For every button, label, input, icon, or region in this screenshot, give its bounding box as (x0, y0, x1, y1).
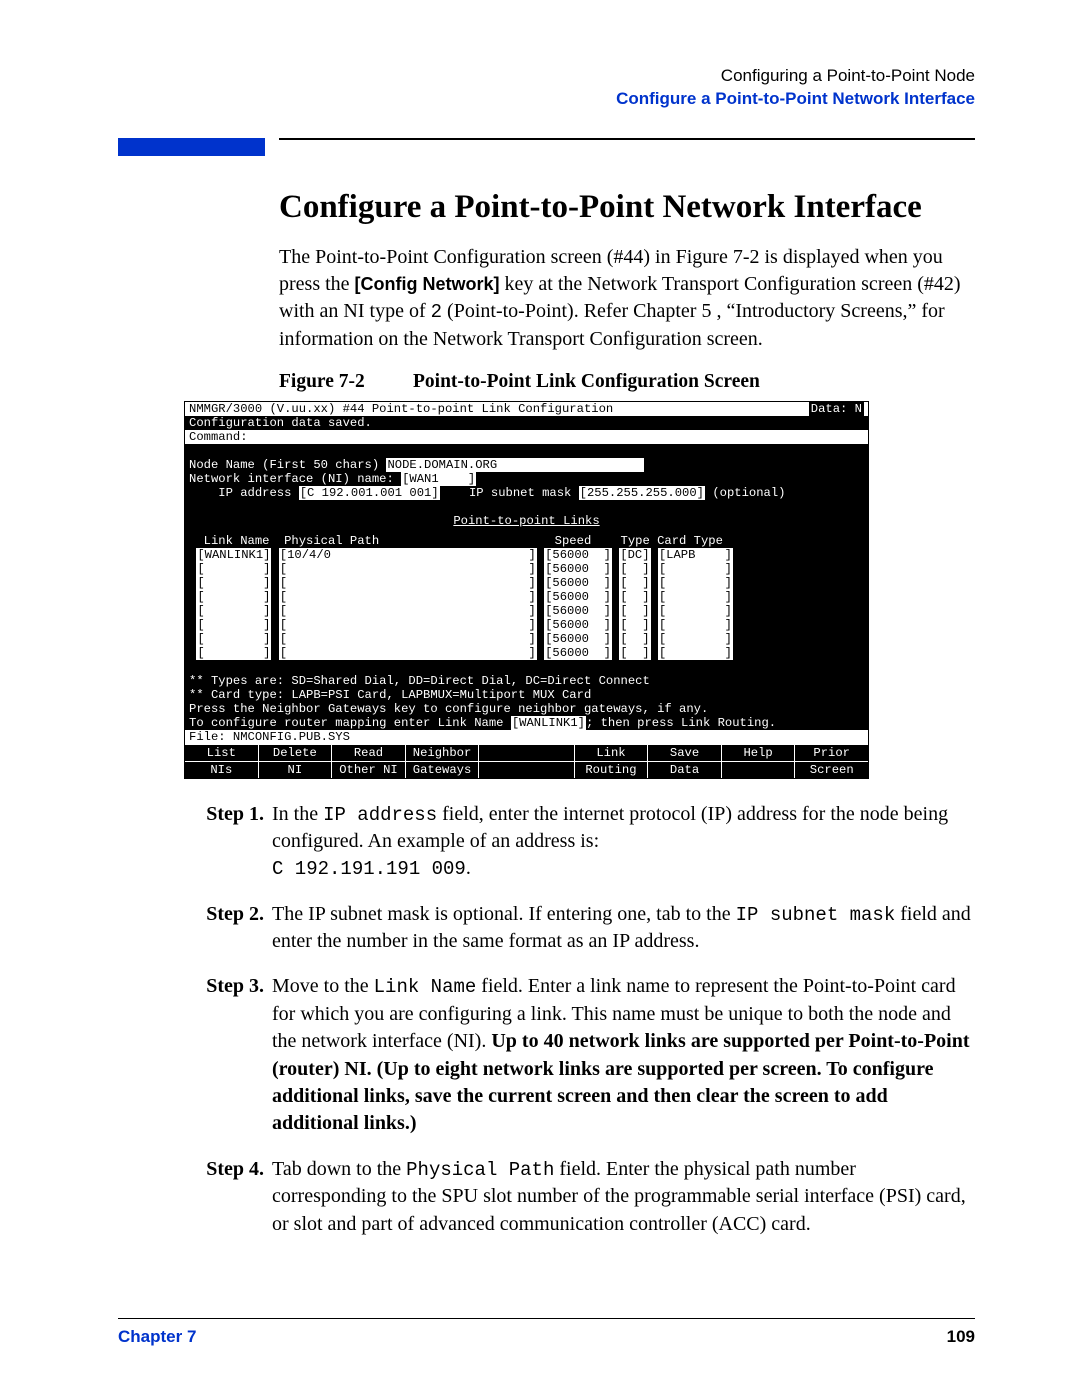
header-topic: Configuring a Point-to-Point Node (118, 65, 975, 88)
term-link-row: [ ] [ ] [56000 ] [ ] [ ] (185, 604, 868, 618)
term-saved: Configuration data saved. (185, 416, 868, 430)
term-col-headers: Link Name Physical Path Speed Type Card … (185, 528, 868, 548)
header-section: Configure a Point-to-Point Network Inter… (118, 88, 975, 111)
term-link-row: [WANLINK1] [10/4/0 ] [56000 ] [DC] [LAPB… (185, 548, 868, 562)
term-fn-key: NI (259, 762, 333, 778)
figure-caption: Figure 7-2Point-to-Point Link Configurat… (279, 371, 975, 393)
term-fn-key: Routing (575, 762, 649, 778)
step-body: In the IP address field, enter the inter… (272, 801, 975, 883)
blue-accent-bar (118, 138, 265, 156)
step-label: Step 1. (184, 801, 272, 883)
term-link-rows: [WANLINK1] [10/4/0 ] [56000 ] [DC] [LAPB… (185, 548, 868, 660)
term-links-title: Point-to-point Links (185, 514, 868, 528)
term-fn-key: Link (575, 745, 649, 761)
main-content: Configure a Point-to-Point Network Inter… (279, 189, 975, 1238)
running-header: Configuring a Point-to-Point Node Config… (118, 65, 975, 111)
step: Step 4.Tab down to the Physical Path fie… (184, 1156, 975, 1238)
term-fn-row2: NIsNIOther NIGateways RoutingData Screen (185, 761, 868, 778)
page-footer: Chapter 7 109 (118, 1318, 975, 1347)
term-note-types: ** Types are: SD=Shared Dial, DD=Direct … (185, 674, 868, 688)
term-fn-key: NIs (185, 762, 259, 778)
term-file: File: NMCONFIG.PUB.SYS (185, 730, 868, 744)
step: Step 3.Move to the Link Name field. Ente… (184, 973, 975, 1137)
term-note-router: To configure router mapping enter Link N… (185, 716, 868, 730)
footer-chapter: Chapter 7 (118, 1327, 196, 1347)
term-fn-key (479, 762, 574, 778)
footer-page-number: 109 (947, 1327, 975, 1347)
step-body: Move to the Link Name field. Enter a lin… (272, 973, 975, 1137)
term-note-cardtype: ** Card type: LAPB=PSI Card, LAPBMUX=Mul… (185, 688, 868, 702)
step-label: Step 3. (184, 973, 272, 1137)
page: Configuring a Point-to-Point Node Config… (0, 0, 1080, 1397)
term-fn-key: Prior (795, 745, 868, 761)
intro-paragraph: The Point-to-Point Configuration screen … (279, 244, 975, 353)
term-ni: Network interface (NI) name: [WAN1 ] (185, 472, 868, 486)
term-fn-key: Help (722, 745, 796, 761)
term-ip: IP address [C 192.001.001 001] IP subnet… (185, 486, 868, 500)
step-body: The IP subnet mask is optional. If enter… (272, 901, 975, 956)
step-label: Step 2. (184, 901, 272, 956)
term-link-row: [ ] [ ] [56000 ] [ ] [ ] (185, 646, 868, 660)
term-fn-key: Gateways (406, 762, 480, 778)
step-label: Step 4. (184, 1156, 272, 1238)
term-fn-key: Screen (795, 762, 868, 778)
term-link-row: [ ] [ ] [56000 ] [ ] [ ] (185, 590, 868, 604)
page-title: Configure a Point-to-Point Network Inter… (279, 189, 975, 226)
term-command: Command: (185, 430, 868, 444)
term-fn-key: Save (648, 745, 722, 761)
term-fn-key: Delete (259, 745, 333, 761)
figure-title: Point-to-Point Link Configuration Screen (413, 371, 760, 392)
term-title: NMMGR/3000 (V.uu.xx) #44 Point-to-point … (185, 402, 868, 416)
term-fn-row1: ListDeleteReadNeighbor LinkSaveHelpPrior (185, 744, 868, 761)
term-fn-key: Read (332, 745, 406, 761)
terminal-screenshot: NMMGR/3000 (V.uu.xx) #44 Point-to-point … (184, 401, 975, 779)
step: Step 1.In the IP address field, enter th… (184, 801, 975, 883)
figure-number: Figure 7-2 (279, 371, 413, 393)
term-note-neighbor: Press the Neighbor Gateways key to confi… (185, 702, 868, 716)
term-fn-key (722, 762, 796, 778)
step: Step 2.The IP subnet mask is optional. I… (184, 901, 975, 956)
steps-list: Step 1.In the IP address field, enter th… (184, 801, 975, 1238)
term-fn-key: Data (648, 762, 722, 778)
step-body: Tab down to the Physical Path field. Ent… (272, 1156, 975, 1238)
terminal: NMMGR/3000 (V.uu.xx) #44 Point-to-point … (184, 401, 869, 779)
term-link-row: [ ] [ ] [56000 ] [ ] [ ] (185, 632, 868, 646)
term-fn-key: Other NI (332, 762, 406, 778)
term-nodename: Node Name (First 50 chars) NODE.DOMAIN.O… (185, 458, 868, 472)
term-link-row: [ ] [ ] [56000 ] [ ] [ ] (185, 576, 868, 590)
term-fn-key (479, 745, 574, 761)
term-link-row: [ ] [ ] [56000 ] [ ] [ ] (185, 618, 868, 632)
term-fn-key: List (185, 745, 259, 761)
term-fn-key: Neighbor (406, 745, 480, 761)
header-rule (279, 138, 975, 140)
term-link-row: [ ] [ ] [56000 ] [ ] [ ] (185, 562, 868, 576)
